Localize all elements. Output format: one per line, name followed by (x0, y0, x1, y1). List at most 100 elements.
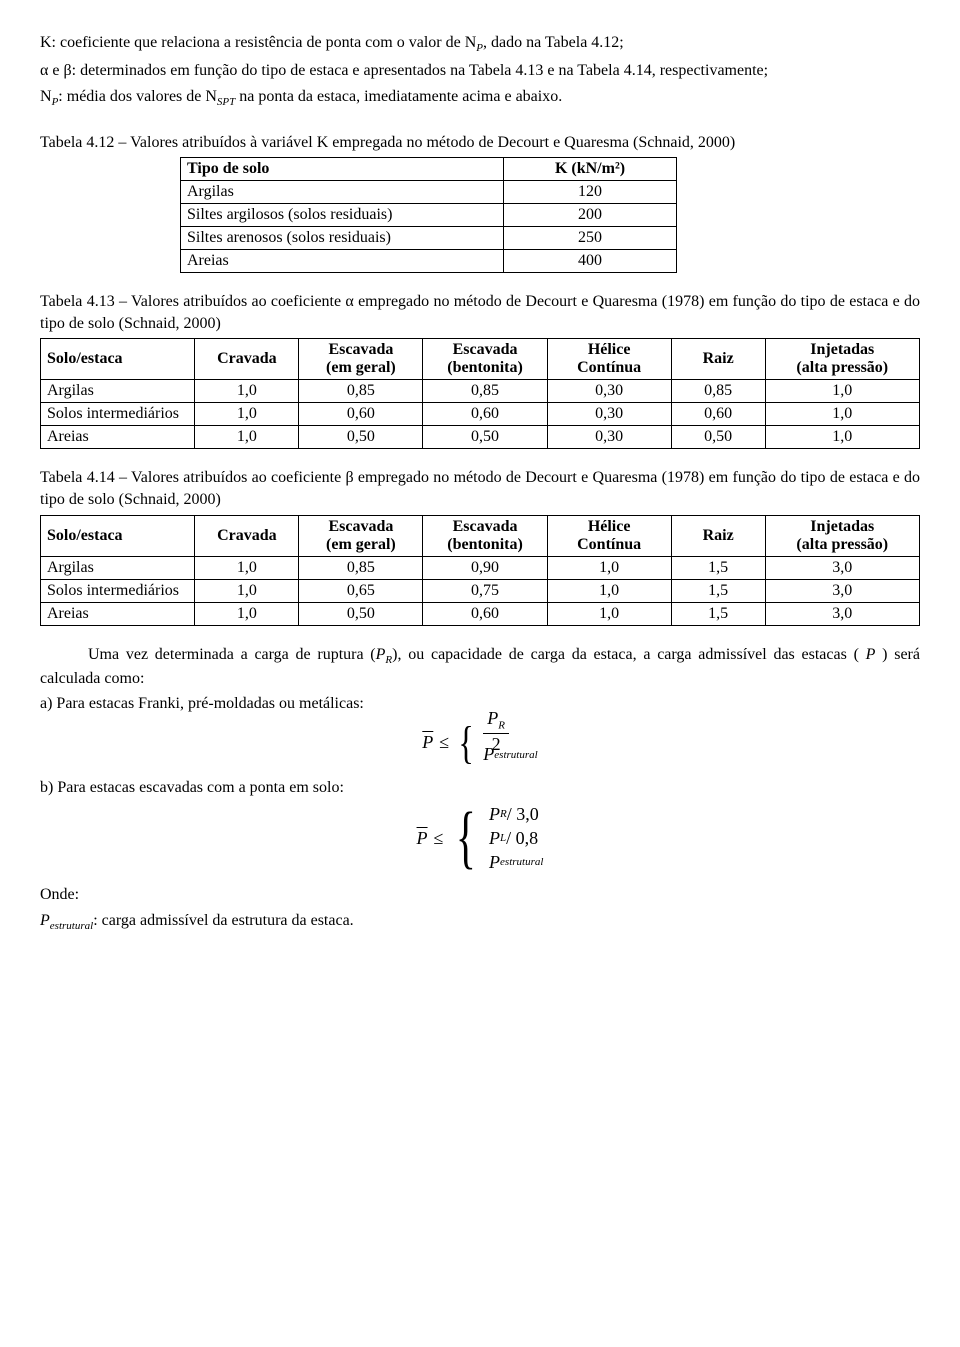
cell: 1,0 (547, 602, 671, 625)
t: P (489, 828, 500, 849)
intro-line-1: K: coeficiente que relaciona a resistênc… (40, 32, 920, 56)
hdr-escavada-bentonita: Escavada(bentonita) (423, 339, 547, 380)
cell: Areias (41, 426, 195, 449)
t: Hélice (588, 518, 631, 535)
cell: 0,30 (547, 426, 671, 449)
cell: 3,0 (765, 579, 919, 602)
brace-icon: { (459, 720, 474, 766)
hdr-escavada-geral: Escavada(em geral) (299, 515, 423, 556)
t: P (376, 646, 386, 663)
cell: 1,0 (195, 579, 299, 602)
cell: Solos intermediários (41, 403, 195, 426)
cell: 0,50 (423, 426, 547, 449)
cell: 1,0 (765, 380, 919, 403)
table-row: Areias 1,0 0,50 0,60 1,0 1,5 3,0 (41, 602, 920, 625)
intro-l3b: : média dos valores de N (58, 88, 217, 105)
cell: 1,0 (195, 380, 299, 403)
intro-l1-sub: P (476, 42, 483, 54)
cell: 0,60 (299, 403, 423, 426)
cell: Argilas (41, 556, 195, 579)
table-alpha: Solo/estaca Cravada Escavada(em geral) E… (40, 338, 920, 449)
t: P (489, 804, 500, 825)
t: Escavada (328, 518, 393, 535)
intro-l1-tail: , dado na Tabela 4.12; (483, 34, 624, 51)
cell: 1,0 (195, 602, 299, 625)
intro-l3a: N (40, 88, 52, 105)
intro-line-2: α e β: determinados em função do tipo de… (40, 60, 920, 82)
onde-label: Onde: (40, 884, 920, 906)
intro-l3b-sub: SPT (217, 96, 235, 108)
table-k-caption: Tabela 4.12 – Valores atribuídos à variá… (40, 132, 920, 154)
hdr-helice: HéliceContínua (547, 515, 671, 556)
cell: 1,0 (547, 556, 671, 579)
t: estrutural (50, 920, 93, 932)
leq-icon: ≤ (439, 732, 449, 753)
cell: 0,50 (299, 602, 423, 625)
pbar-icon: P (417, 828, 428, 849)
cell: 1,0 (195, 556, 299, 579)
hdr-injetadas: Injetadas(alta pressão) (765, 515, 919, 556)
t: P (40, 912, 50, 929)
intro-l3c: na ponta da estaca, imediatamente acima … (235, 88, 562, 105)
cell: 1,5 (671, 602, 765, 625)
hdr-injetadas: Injetadas(alta pressão) (765, 339, 919, 380)
cell: Areias (181, 250, 504, 273)
table-row: Siltes argilosos (solos residuais)200 (181, 204, 677, 227)
t: Contínua (577, 359, 641, 376)
table-row: Argilas 1,0 0,85 0,90 1,0 1,5 3,0 (41, 556, 920, 579)
hdr-escavada-bentonita: Escavada(bentonita) (423, 515, 547, 556)
t: : carga admissível da estrutura da estac… (93, 912, 353, 929)
cell: 0,30 (547, 403, 671, 426)
t: Hélice (588, 341, 631, 358)
leq-icon: ≤ (434, 828, 444, 849)
t: (bentonita) (447, 359, 523, 376)
cell: 250 (504, 227, 677, 250)
cell: 0,85 (671, 380, 765, 403)
item-b-label: b) Para estacas escavadas com a ponta em… (40, 777, 920, 799)
pbar-icon: P (866, 646, 876, 663)
cell: 1,5 (671, 556, 765, 579)
cell: 0,50 (671, 426, 765, 449)
t: Injetadas (810, 341, 874, 358)
t: Escavada (328, 341, 393, 358)
hdr-cravada: Cravada (195, 339, 299, 380)
t: / 3,0 (507, 804, 539, 825)
brace-icon: { (456, 803, 476, 873)
hdr-cravada: Cravada (195, 515, 299, 556)
t: (alta pressão) (796, 536, 888, 553)
t: Injetadas (810, 518, 874, 535)
cell: Argilas (41, 380, 195, 403)
cell: 3,0 (765, 602, 919, 625)
t: (bentonita) (447, 536, 523, 553)
cell: 0,60 (423, 602, 547, 625)
p-estrutural-def: Pestrutural: carga admissível da estrutu… (40, 910, 920, 934)
t: P (483, 744, 494, 765)
cell: 400 (504, 250, 677, 273)
cell: 0,85 (423, 380, 547, 403)
table-k-hdr-k: K (kN/m²) (504, 158, 677, 181)
hdr-solo: Solo/estaca (41, 515, 195, 556)
table-row: Argilas 1,0 0,85 0,85 0,30 0,85 1,0 (41, 380, 920, 403)
cell: 3,0 (765, 556, 919, 579)
cell: Argilas (181, 181, 504, 204)
cell: Solos intermediários (41, 579, 195, 602)
hdr-helice: HéliceContínua (547, 339, 671, 380)
cell: 1,0 (195, 426, 299, 449)
table-row: Argilas120 (181, 181, 677, 204)
after-paragraph: Uma vez determinada a carga de ruptura (… (40, 644, 920, 690)
table-row: Areias 1,0 0,50 0,50 0,30 0,50 1,0 (41, 426, 920, 449)
cell: Areias (41, 602, 195, 625)
hdr-solo: Solo/estaca (41, 339, 195, 380)
item-a-label: a) Para estacas Franki, pré-moldadas ou … (40, 693, 920, 715)
cell: 0,60 (423, 403, 547, 426)
table-k-hdr-solo: Tipo de solo (181, 158, 504, 181)
cell: 0,60 (671, 403, 765, 426)
t: (em geral) (326, 359, 396, 376)
hdr-raiz: Raiz (671, 339, 765, 380)
t: Contínua (577, 536, 641, 553)
cell: 1,0 (547, 579, 671, 602)
pbar-icon: P (422, 732, 433, 753)
t: / 0,8 (506, 828, 538, 849)
equation-a: P ≤ { PR 2 Pestrutural (40, 719, 920, 767)
table-beta: Solo/estaca Cravada Escavada(em geral) E… (40, 515, 920, 626)
